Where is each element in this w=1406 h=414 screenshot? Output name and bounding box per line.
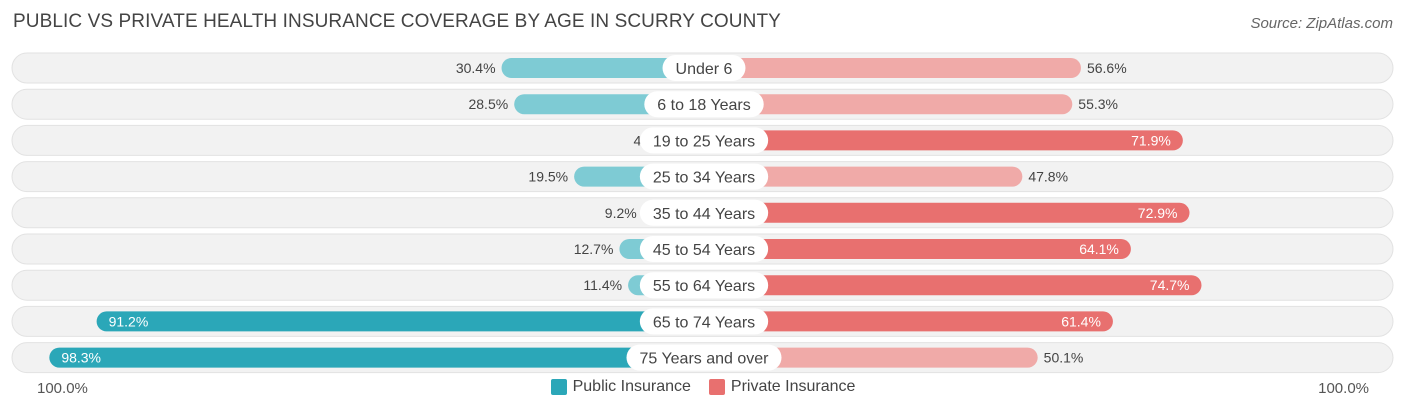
category-label: 65 to 74 Years (653, 314, 755, 331)
value-label-private: 64.1% (1079, 241, 1119, 257)
category-pill (644, 91, 764, 118)
bar-private (704, 58, 1081, 78)
value-label-public: 91.2% (109, 313, 149, 329)
category-label: 45 to 54 Years (653, 242, 755, 259)
value-label-public: 9.2% (605, 205, 637, 221)
bar-private (704, 239, 1131, 259)
value-label-public: 98.3% (61, 350, 101, 366)
legend: Public Insurance Private Insurance (0, 378, 1406, 396)
legend-swatch-private (708, 379, 725, 395)
category-pill (626, 344, 782, 371)
bar-public (49, 347, 704, 368)
bar-private (704, 130, 1183, 151)
bar-private (704, 275, 1202, 296)
bar-public (96, 311, 704, 332)
category-pill (639, 308, 769, 335)
value-label-public: 11.4% (583, 277, 622, 293)
chart-title: PUBLIC VS PRIVATE HEALTH INSURANCE COVER… (13, 11, 781, 32)
legend-item-private: Private Insurance (708, 378, 856, 396)
axis-right-label: 100.0% (1318, 380, 1369, 397)
category-pill (639, 236, 769, 262)
category-pill (662, 55, 746, 81)
axis-left-label: 100.0% (37, 380, 88, 397)
bar-private (704, 311, 1113, 332)
category-label: Under 6 (676, 61, 733, 78)
bar-public (501, 58, 704, 78)
value-label-public: 30.4% (456, 60, 496, 76)
category-label: 25 to 34 Years (653, 170, 755, 187)
legend-swatch-public (550, 379, 567, 395)
bar-private (704, 347, 1038, 368)
value-label-private: 74.7% (1150, 277, 1190, 293)
category-label: 19 to 25 Years (653, 133, 755, 150)
bar-private (704, 202, 1190, 223)
bar-private (704, 94, 1073, 115)
category-label: 75 Years and over (640, 351, 770, 368)
value-label-private: 61.4% (1061, 313, 1101, 329)
value-label-public: 28.5% (468, 96, 508, 112)
value-label-public: 12.7% (574, 241, 614, 257)
legend-label-private: Private Insurance (730, 378, 856, 395)
value-label-public: 19.5% (528, 169, 568, 185)
value-label-private: 47.8% (1028, 169, 1068, 185)
value-label-private: 56.6% (1087, 60, 1127, 76)
category-pill (639, 199, 769, 226)
legend-label-public: Public Insurance (572, 378, 691, 395)
value-label-private: 55.3% (1078, 96, 1118, 112)
legend-item-public: Public Insurance (550, 378, 691, 396)
category-pill (639, 272, 769, 299)
value-label-private: 71.9% (1131, 132, 1171, 148)
value-label-private: 72.9% (1138, 205, 1178, 221)
category-label: 35 to 44 Years (653, 206, 755, 223)
category-pill (639, 163, 769, 190)
category-label: 6 to 18 Years (657, 97, 750, 114)
category-label: 55 to 64 Years (653, 278, 755, 295)
category-pill (639, 127, 769, 154)
value-label-private: 50.1% (1044, 350, 1084, 366)
source-label: Source: ZipAtlas.com (1250, 15, 1393, 32)
bar-private (704, 166, 1023, 187)
